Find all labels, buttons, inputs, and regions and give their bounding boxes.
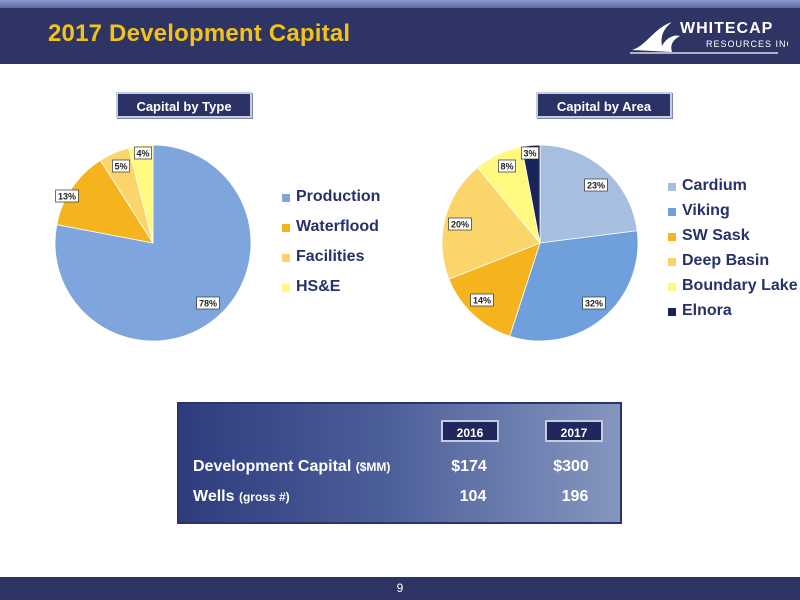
column-header-2017: 2017 — [545, 420, 603, 442]
legend-swatch — [668, 258, 676, 266]
capital-by-area-legend: Cardium Viking SW Sask Deep Basin Boundary L… — [668, 177, 798, 327]
legend-swatch — [282, 224, 290, 232]
legend-swatch — [668, 308, 676, 316]
svg-text:5%: 5% — [114, 162, 127, 172]
legend-swatch — [282, 254, 290, 262]
legend-item-deep-basin: Deep Basin — [668, 252, 798, 277]
data-label-facilities: 5% — [112, 159, 130, 173]
legend-swatch — [668, 283, 676, 291]
legend-item-viking: Viking — [668, 202, 798, 227]
capital-by-type-title: Capital by Type — [116, 92, 252, 118]
data-label-production: 78% — [196, 296, 220, 310]
data-label-elnora: 3% — [521, 146, 539, 160]
legend-item-facilities: Facilities — [282, 248, 380, 278]
data-label-deep-basin: 20% — [448, 217, 472, 231]
svg-text:14%: 14% — [473, 296, 491, 306]
legend-label: SW Sask — [682, 227, 750, 244]
data-label-viking: 32% — [582, 296, 606, 310]
svg-text:78%: 78% — [199, 299, 217, 309]
legend-label: Waterflood — [296, 218, 379, 235]
footer-bar: 9 — [0, 577, 800, 600]
legend-swatch — [668, 183, 676, 191]
legend-item-sw-sask: SW Sask — [668, 227, 798, 252]
legend-item-hs-e: HS&E — [282, 278, 380, 308]
legend-label: Boundary Lake — [682, 277, 798, 294]
legend-label: Elnora — [682, 302, 732, 319]
legend-label: Cardium — [682, 177, 747, 194]
wave-logo-icon — [632, 22, 680, 52]
svg-text:8%: 8% — [500, 162, 513, 172]
legend-item-production: Production — [282, 188, 380, 218]
svg-text:4%: 4% — [136, 149, 149, 159]
logo-name: WHITECAP — [680, 20, 773, 37]
legend-swatch — [668, 233, 676, 241]
pie-slice-hs-e — [128, 144, 154, 244]
legend-swatch — [668, 208, 676, 216]
legend-label: HS&E — [296, 278, 341, 295]
pie-slice-deep-basin — [441, 166, 541, 280]
row-unit: (gross #) — [238, 490, 290, 504]
legend-item-waterflood: Waterflood — [282, 218, 380, 248]
legend-item-boundary-lake: Boundary Lake — [668, 277, 798, 302]
cell-development-capital-2016: $174 — [451, 458, 487, 475]
page-number: 9 — [396, 581, 404, 595]
row-label-text: Wells — [193, 488, 235, 505]
svg-text:3%: 3% — [523, 149, 536, 159]
top-accent-stripe — [0, 0, 800, 8]
legend-label: Facilities — [296, 248, 365, 265]
data-label-waterflood: 13% — [55, 189, 79, 203]
header-bar — [0, 8, 800, 64]
cell-development-capital-2017: $300 — [553, 458, 589, 475]
svg-text:32%: 32% — [585, 299, 603, 309]
pie-slice-sw-sask — [448, 242, 541, 337]
data-label-sw-sask: 14% — [470, 293, 494, 307]
cell-wells-2017: 196 — [561, 488, 589, 505]
pie-slice-waterflood — [56, 159, 154, 244]
cell-wells-2016: 104 — [459, 488, 487, 505]
logo-subtitle: RESOURCES INC — [706, 39, 788, 49]
data-label-cardium: 23% — [584, 178, 608, 192]
legend-swatch — [282, 284, 290, 292]
capital-by-area-title: Capital by Area — [536, 92, 672, 118]
row-unit: ($MM) — [355, 460, 391, 474]
summary-table: 2016 2017 Development Capital ($MM) $174… — [177, 402, 622, 524]
legend-item-cardium: Cardium — [668, 177, 798, 202]
company-logo: WHITECAP RESOURCES INC — [630, 20, 788, 54]
page-title: 2017 Development Capital — [48, 20, 351, 47]
legend-swatch — [282, 194, 290, 202]
capital-by-type-legend: Production Waterflood Facilities HS&E — [282, 188, 380, 308]
column-header-2016: 2016 — [441, 420, 499, 442]
legend-label: Deep Basin — [682, 252, 770, 269]
row-label-text: Development Capital — [193, 458, 352, 475]
row-label-wells: Wells (gross #) — [193, 488, 290, 506]
svg-text:23%: 23% — [587, 181, 605, 191]
legend-item-elnora: Elnora — [668, 302, 798, 327]
legend-label: Production — [296, 188, 381, 205]
pie-slice-viking — [509, 230, 639, 342]
data-label-hs-e: 4% — [134, 146, 152, 160]
svg-text:20%: 20% — [451, 220, 469, 230]
legend-label: Viking — [682, 202, 730, 219]
pie-slice-cardium — [539, 144, 638, 244]
data-label-boundary-lake: 8% — [498, 159, 516, 173]
svg-text:13%: 13% — [58, 192, 76, 202]
row-label-development-capital: Development Capital ($MM) — [193, 458, 390, 476]
